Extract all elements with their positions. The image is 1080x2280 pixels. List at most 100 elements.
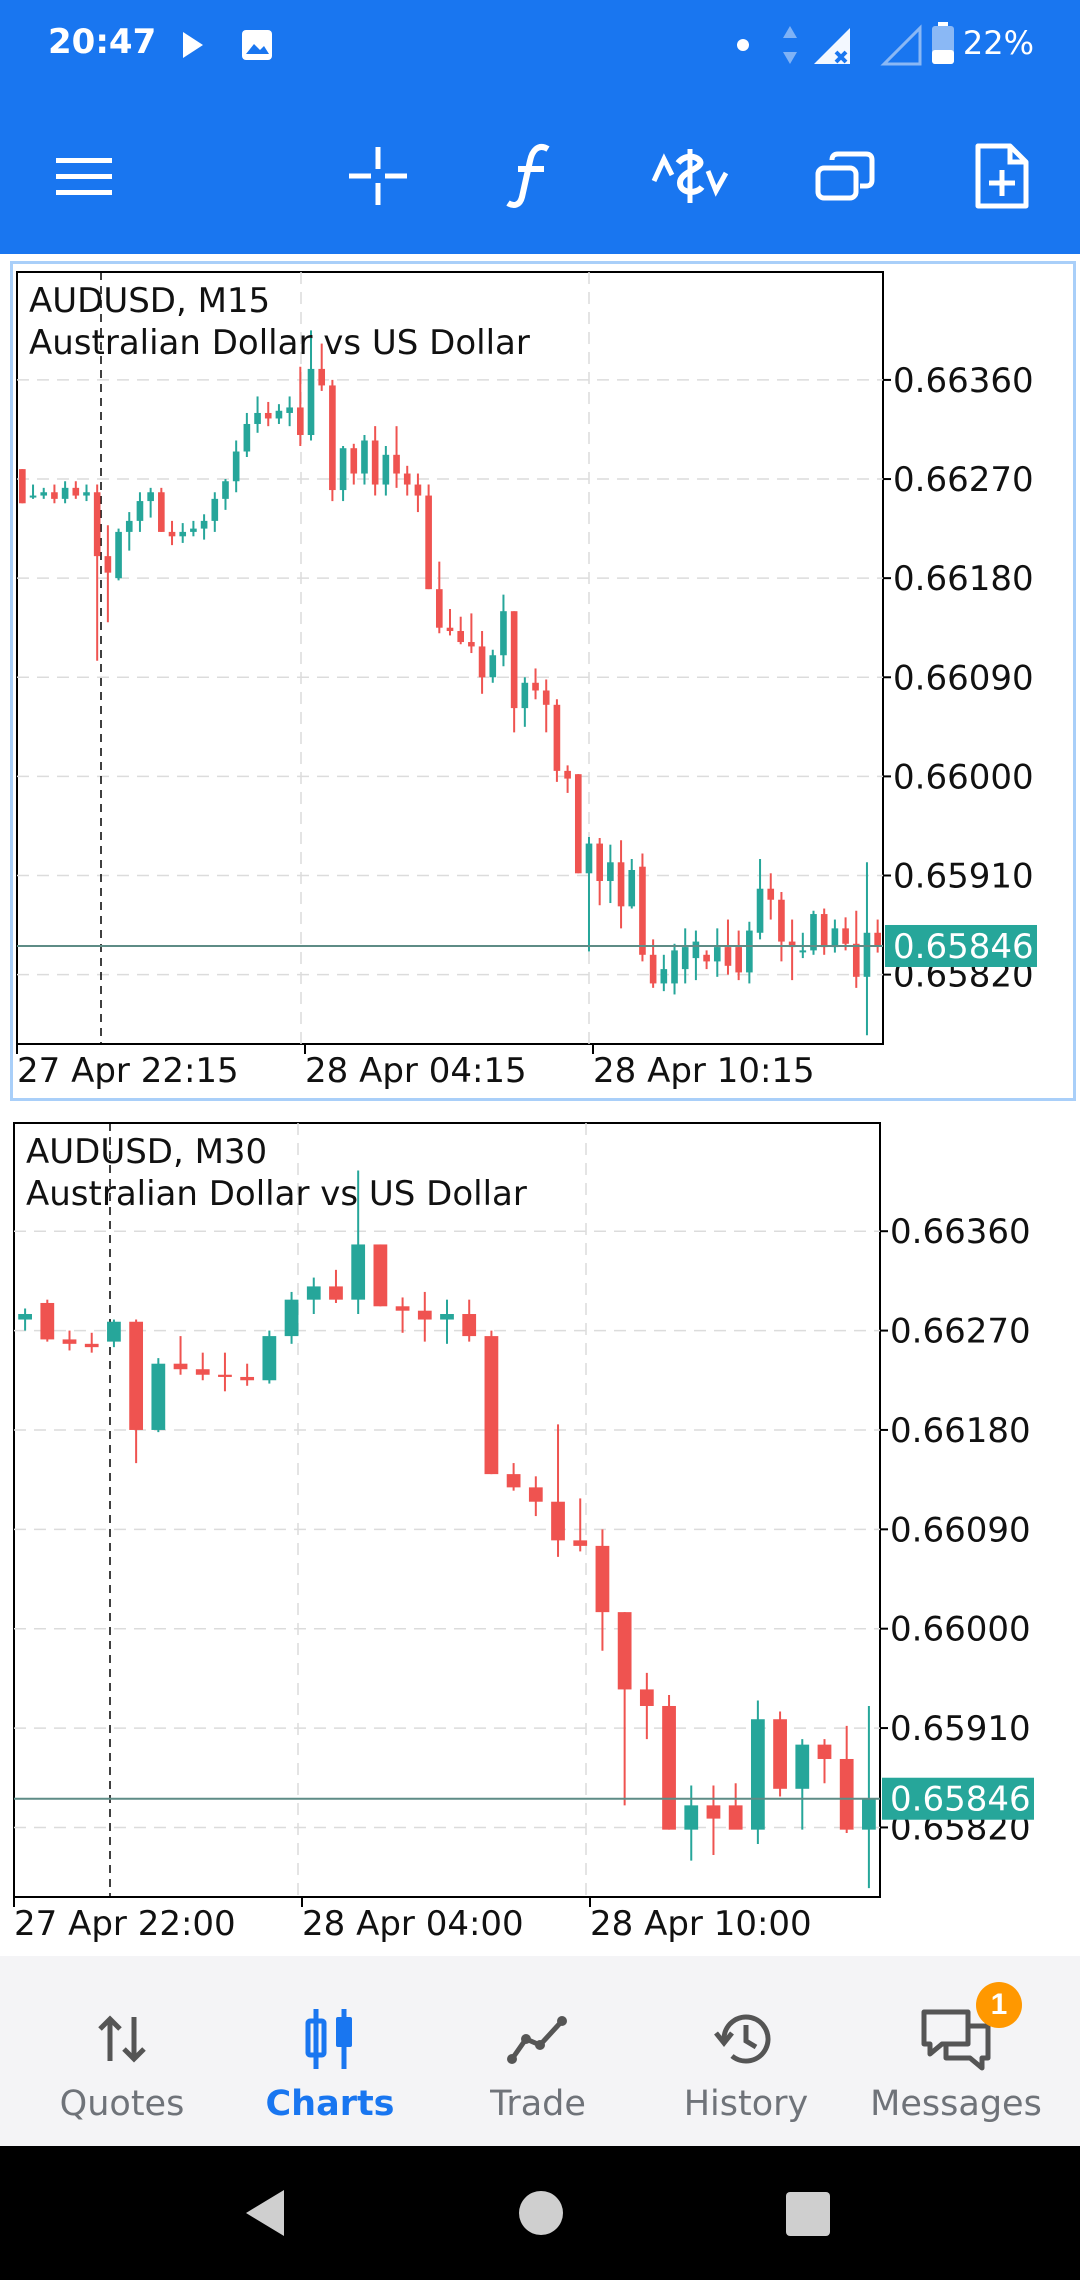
candle-body <box>72 487 80 496</box>
price-label: 0.66360 <box>893 361 1034 401</box>
candle-body <box>746 930 753 973</box>
candle-body <box>735 947 742 973</box>
candle-body <box>617 1612 632 1690</box>
plot-frame <box>16 271 884 1045</box>
candle-body <box>179 531 187 537</box>
candle-body <box>521 682 529 709</box>
bottom-navigation: Quotes Charts Trade History Messages 1 <box>0 1956 1080 2146</box>
candle-body <box>724 947 732 966</box>
candle-body <box>382 454 390 485</box>
candle-body <box>874 932 881 946</box>
candle-body <box>852 943 860 977</box>
candle-body <box>373 1244 388 1307</box>
nav-charts[interactable]: Charts <box>230 1956 430 2146</box>
time-label: 28 Apr 04:00 <box>302 1904 524 1944</box>
candle-body <box>574 774 582 874</box>
windows-icon <box>815 151 875 201</box>
candle-body <box>446 627 454 632</box>
candle-body <box>275 410 283 419</box>
candle-body <box>703 954 710 962</box>
candle-body <box>810 914 817 951</box>
candle-body <box>329 385 336 491</box>
candle-body <box>318 368 326 386</box>
candle-body <box>243 423 251 452</box>
candle-body <box>510 611 518 709</box>
candle-body <box>681 947 689 970</box>
candle-body <box>297 407 304 435</box>
candle-body <box>339 448 347 491</box>
candle-body <box>200 520 208 529</box>
messages-badge: 1 <box>976 1982 1022 2028</box>
candle-body <box>84 1343 99 1348</box>
candle-body <box>478 646 486 678</box>
candle-body <box>395 1306 410 1311</box>
candle-body <box>462 1314 477 1337</box>
candle-body <box>190 528 197 532</box>
candle-body <box>713 947 721 962</box>
candle-body <box>778 899 785 942</box>
candle-body <box>595 1545 610 1613</box>
nav-label-history: History <box>683 2084 809 2124</box>
candle-body <box>795 1744 810 1789</box>
candle-body <box>435 589 443 628</box>
nav-messages[interactable]: Messages 1 <box>856 1956 1056 2146</box>
candle-body <box>61 487 69 499</box>
candle-body <box>361 440 368 474</box>
price-label: 0.66090 <box>893 658 1034 698</box>
battery-percent: 22% <box>962 24 1034 62</box>
candle-body <box>863 932 871 977</box>
candle-body <box>553 704 561 771</box>
trade-button[interactable] <box>642 128 738 224</box>
current-price-tag <box>882 1777 1034 1820</box>
chart-description: Australian Dollar vs US Dollar <box>26 1174 527 1214</box>
candle-body <box>40 1302 55 1340</box>
chart-toolbar <box>0 92 1080 254</box>
candle-body <box>195 1369 210 1375</box>
candle-body <box>817 1744 832 1759</box>
candle-body <box>286 407 293 413</box>
candle-body <box>773 1719 787 1789</box>
windows-button[interactable] <box>798 128 894 224</box>
new-order-button[interactable] <box>954 128 1050 224</box>
crosshair-button[interactable] <box>330 128 426 224</box>
candle-body <box>284 1299 299 1337</box>
candle-body <box>767 888 775 900</box>
recents-icon[interactable] <box>786 2192 830 2236</box>
candle-body <box>425 495 432 590</box>
candle-body <box>151 1363 166 1430</box>
plot-frame <box>13 1122 881 1898</box>
back-icon[interactable] <box>244 2188 286 2238</box>
menu-icon <box>56 158 112 195</box>
candle-body <box>18 1314 32 1320</box>
charts-icon <box>305 2009 352 2069</box>
candle-body <box>500 611 507 656</box>
candle-body <box>329 1286 343 1300</box>
candle-body <box>414 484 422 496</box>
chart-symbol-title: AUDUSD, M30 <box>26 1132 267 1172</box>
menu-button[interactable] <box>36 128 132 224</box>
candle-body <box>254 412 261 424</box>
candle-body <box>40 492 48 496</box>
history-icon <box>714 2014 771 2064</box>
nav-history[interactable]: History <box>646 1956 846 2146</box>
candlestick-chart-m30[interactable]: 0.66360 0.66270 0.66180 0.66090 0.66000 0.659… <box>10 1117 1070 1957</box>
nav-trade[interactable]: Trade <box>438 1956 638 2146</box>
indicators-button[interactable] <box>486 128 582 224</box>
chart-window-m30[interactable]: 0.66360 0.66270 0.66180 0.66090 0.66000 0.659… <box>10 1117 1070 1957</box>
candle-body <box>671 950 678 984</box>
candle-body <box>551 1501 565 1541</box>
home-icon[interactable] <box>518 2190 564 2236</box>
price-label: 0.65910 <box>890 1709 1031 1749</box>
data-arrows-icon <box>783 26 797 64</box>
candle-body <box>706 1805 721 1819</box>
candle-body <box>799 950 807 953</box>
candlestick-chart-m15[interactable]: 0.66360 0.66270 0.66180 0.66090 0.66000 0.659… <box>13 264 1073 1098</box>
messages-icon <box>921 2009 991 2071</box>
trade-icon <box>651 149 729 203</box>
time-label: 28 Apr 04:15 <box>305 1051 527 1091</box>
current-price-label: 0.65846 <box>890 1780 1031 1820</box>
chart-window-m15[interactable]: 0.66360 0.66270 0.66180 0.66090 0.66000 0.659… <box>10 261 1076 1101</box>
candle-body <box>93 492 101 557</box>
price-label: 0.66180 <box>893 559 1034 599</box>
nav-quotes[interactable]: Quotes <box>22 1956 222 2146</box>
